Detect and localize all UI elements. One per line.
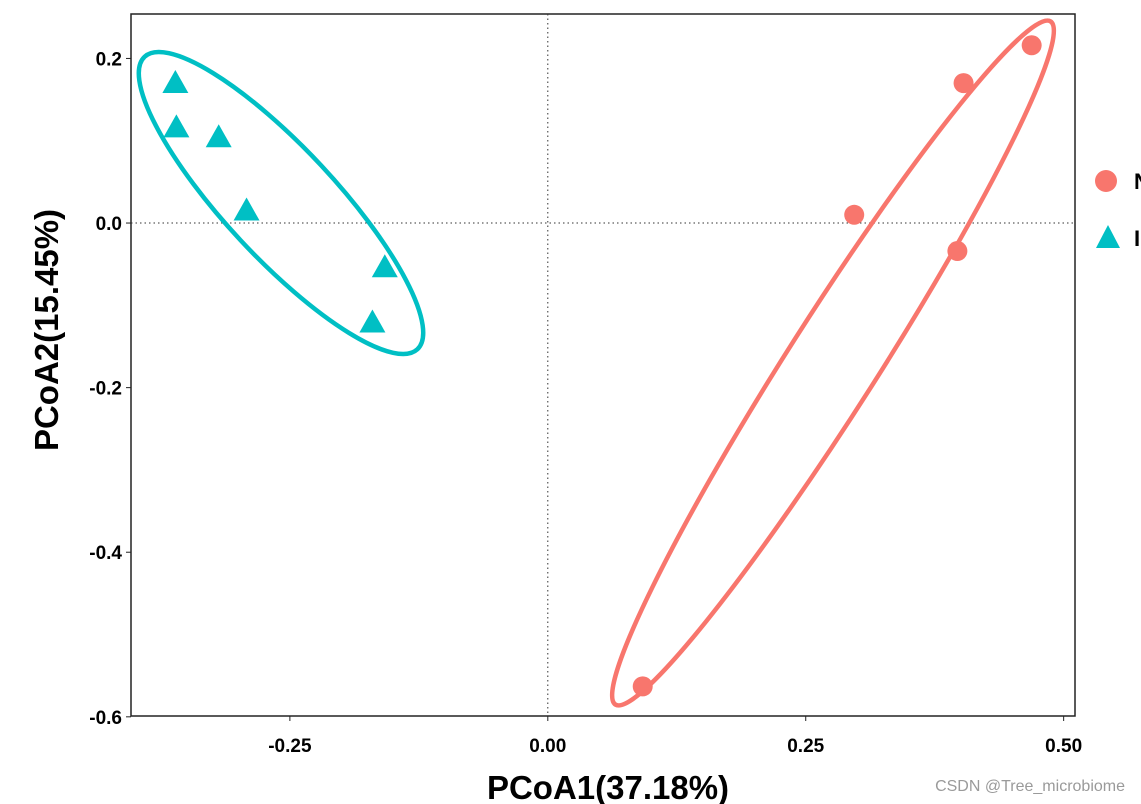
x-tick-label: 0.25 bbox=[787, 736, 824, 757]
data-point-n bbox=[632, 676, 653, 697]
legend-label-n: N bbox=[1134, 169, 1141, 194]
data-point-n bbox=[1021, 35, 1042, 56]
ellipse-group-i bbox=[136, 49, 426, 357]
y-tick-label: -0.4 bbox=[89, 543, 122, 564]
plot-area bbox=[130, 13, 1076, 717]
data-point-n bbox=[953, 73, 974, 94]
legend: N I bbox=[1095, 169, 1141, 251]
plot-frame bbox=[130, 13, 1076, 717]
y-axis-label: PCoA2(15.45%) bbox=[28, 209, 65, 451]
legend-marker-n bbox=[1095, 170, 1117, 192]
data-point-i bbox=[233, 197, 260, 221]
y-tick-label: -0.6 bbox=[89, 708, 122, 729]
x-tick-label: -0.25 bbox=[268, 736, 312, 757]
x-tick-label: 0.50 bbox=[1045, 736, 1082, 757]
y-tick-label: 0.2 bbox=[96, 49, 122, 70]
data-point-i bbox=[371, 254, 398, 278]
data-point-n bbox=[947, 241, 968, 262]
data-point-i bbox=[162, 69, 189, 93]
x-tick-label: 0.00 bbox=[529, 736, 566, 757]
y-tick-label: -0.2 bbox=[89, 379, 122, 400]
data-point-n bbox=[844, 204, 865, 225]
data-point-i bbox=[163, 114, 190, 138]
legend-label-i: I bbox=[1134, 226, 1140, 251]
legend-marker-i bbox=[1096, 225, 1120, 248]
data-point-i bbox=[205, 124, 232, 148]
x-axis-label: PCoA1(37.18%) bbox=[487, 769, 729, 804]
y-tick-label: 0.0 bbox=[96, 214, 122, 235]
data-point-i bbox=[359, 309, 386, 333]
watermark: CSDN @Tree_microbiome bbox=[935, 778, 1125, 795]
ellipse-group-n bbox=[609, 18, 1057, 708]
